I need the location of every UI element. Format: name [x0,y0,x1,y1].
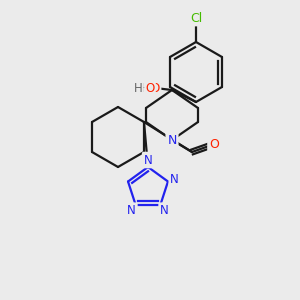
Text: N: N [160,204,169,217]
Text: O: O [150,82,160,94]
Text: H: H [134,82,142,94]
Text: N: N [170,173,179,186]
Text: N: N [127,204,136,217]
Text: N: N [167,134,177,146]
Text: O: O [146,82,154,94]
Text: O: O [209,137,219,151]
Text: Cl: Cl [190,11,202,25]
Text: H: H [141,82,149,94]
Text: N: N [144,154,152,166]
